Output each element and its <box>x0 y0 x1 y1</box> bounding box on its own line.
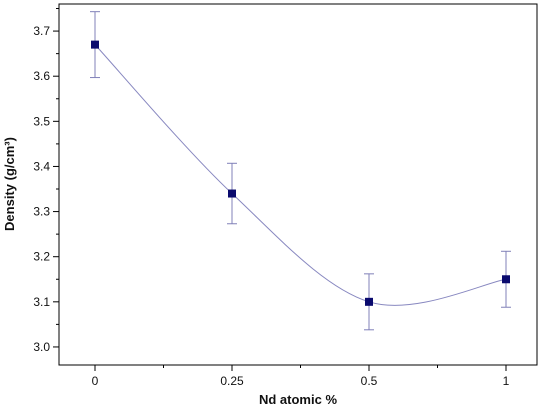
data-markers <box>91 40 510 306</box>
y-axis-title: Density (g/cm³) <box>2 137 17 231</box>
x-tick-label: 0.25 <box>220 374 244 388</box>
y-tick-label: 3.7 <box>33 24 50 38</box>
y-tick-label: 3.0 <box>33 340 50 354</box>
plot-frame <box>58 3 538 366</box>
x-axis: 0 0.25 0.5 1 <box>92 365 510 388</box>
y-tick-label: 3.6 <box>33 69 50 83</box>
y-tick-label: 3.3 <box>33 205 50 219</box>
fit-curve <box>94 44 507 306</box>
error-bars <box>90 11 511 331</box>
x-tick-label: 0.5 <box>361 374 378 388</box>
y-tick-label: 3.4 <box>33 159 50 173</box>
data-point <box>502 275 510 284</box>
data-point <box>91 40 99 49</box>
y-axis: 3.0 3.1 3.2 3.3 3.4 3.5 3.6 3.7 <box>33 8 59 354</box>
data-point <box>228 189 236 198</box>
x-tick-label: 1 <box>503 374 510 388</box>
x-tick-label: 0 <box>92 374 99 388</box>
y-tick-label: 3.1 <box>33 295 50 309</box>
data-point <box>365 297 373 306</box>
x-axis-title: Nd atomic % <box>259 392 337 407</box>
y-tick-label: 3.5 <box>33 114 50 128</box>
y-tick-label: 3.2 <box>33 250 50 264</box>
